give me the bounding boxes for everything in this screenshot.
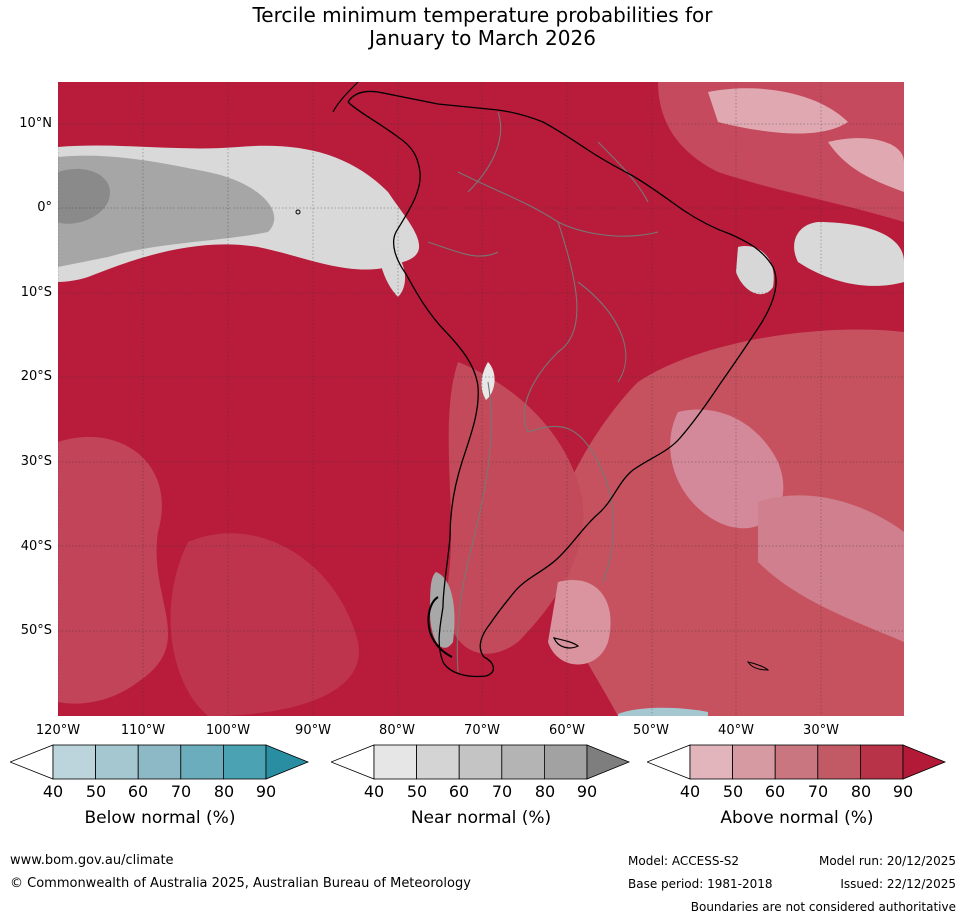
colorbar-tick: 60 bbox=[764, 782, 786, 801]
near-normal-80-region bbox=[58, 168, 110, 224]
colorbar-tick: 40 bbox=[363, 782, 385, 801]
colorbar-tick: 80 bbox=[213, 782, 235, 801]
colorbar-segment bbox=[774, 744, 819, 780]
near-normal-colorbar bbox=[331, 744, 631, 780]
colorbar-tick: 50 bbox=[722, 782, 744, 801]
lon-label: 110°W bbox=[120, 723, 166, 738]
above-normal-50-patch-1 bbox=[708, 88, 848, 134]
colorbar-segment bbox=[52, 744, 96, 780]
lon-label: 120°W bbox=[35, 723, 81, 738]
colorbar-segment bbox=[137, 744, 182, 780]
above-normal-60-patch-1 bbox=[670, 409, 784, 529]
south-america-coastline bbox=[347, 90, 777, 678]
galapagos-islands bbox=[295, 209, 301, 215]
copyright-text: © Commonwealth of Australia 2025, Austra… bbox=[10, 876, 471, 891]
lon-label: 30°W bbox=[803, 723, 839, 738]
south-georgia bbox=[746, 661, 770, 671]
colorbar-min-arrow bbox=[10, 744, 54, 780]
lon-label: 70°W bbox=[464, 723, 500, 738]
near-normal-brazil-coast bbox=[736, 246, 774, 295]
model-run-info: Model run: 20/12/2025 bbox=[818, 854, 956, 868]
below-normal-legend-title: Below normal (%) bbox=[84, 808, 236, 828]
chile-fjords bbox=[427, 596, 453, 658]
colorbar-segment bbox=[95, 744, 139, 780]
colorbar-tick: 80 bbox=[534, 782, 556, 801]
probability-map bbox=[58, 82, 904, 716]
lat-label: 10°S bbox=[20, 285, 52, 300]
lon-label: 60°W bbox=[549, 723, 585, 738]
above-normal-60-patch-3 bbox=[548, 580, 611, 665]
colorbar-segment bbox=[416, 744, 460, 780]
colorbar-tick: 60 bbox=[448, 782, 470, 801]
lat-label: 10°N bbox=[19, 116, 52, 131]
colorbar-segment bbox=[180, 744, 224, 780]
colorbar-segment bbox=[373, 744, 417, 780]
colorbar-segment bbox=[222, 744, 267, 780]
near-normal-legend-title: Near normal (%) bbox=[410, 808, 552, 828]
colorbar-tick: 60 bbox=[127, 782, 149, 801]
central-america-coast bbox=[332, 82, 359, 113]
lon-label: 100°W bbox=[205, 723, 251, 738]
lon-label: 80°W bbox=[379, 723, 415, 738]
colorbar-tick: 80 bbox=[850, 782, 872, 801]
colorbar-segment bbox=[501, 744, 545, 780]
falkland-islands bbox=[553, 637, 580, 649]
near-normal-70-region bbox=[58, 155, 275, 267]
above-normal-70-region-west bbox=[58, 436, 169, 704]
colorbar-tick: 50 bbox=[85, 782, 107, 801]
lat-label: 30°S bbox=[20, 454, 52, 469]
colorbar-segment bbox=[859, 744, 904, 780]
colorbar-max-arrow bbox=[586, 744, 631, 780]
colorbar-tick: 90 bbox=[255, 782, 277, 801]
above-normal-colorbar bbox=[647, 744, 947, 780]
website-link[interactable]: www.bom.gov.au/climate bbox=[10, 853, 174, 868]
colorbar-max-arrow bbox=[902, 744, 947, 780]
colorbar-tick: 90 bbox=[576, 782, 598, 801]
near-normal-atacama bbox=[481, 362, 495, 400]
issued-info: Issued: 22/12/2025 bbox=[840, 877, 956, 891]
colorbar-segment bbox=[543, 744, 588, 780]
above-normal-60-patch-2 bbox=[758, 495, 904, 642]
title-line-1: Tercile minimum temperature probabilitie… bbox=[252, 3, 713, 27]
colorbar-tick: 70 bbox=[170, 782, 192, 801]
colorbar-tick: 70 bbox=[491, 782, 513, 801]
above-normal-70-region-southwest bbox=[170, 533, 359, 716]
model-info: Model: ACCESS-S2 bbox=[628, 854, 740, 868]
colorbar-segment bbox=[732, 744, 776, 780]
colorbar-max-arrow bbox=[265, 744, 310, 780]
above-normal-legend-title: Above normal (%) bbox=[720, 808, 874, 828]
lat-label: 50°S bbox=[20, 623, 52, 638]
lat-label: 0° bbox=[37, 200, 52, 215]
colorbar-segment bbox=[458, 744, 503, 780]
title-line-2: January to March 2026 bbox=[369, 26, 596, 50]
colorbar-tick: 40 bbox=[679, 782, 701, 801]
colorbar-segment bbox=[817, 744, 861, 780]
colorbar-tick: 90 bbox=[892, 782, 914, 801]
colorbar-tick: 50 bbox=[406, 782, 428, 801]
colorbar-min-arrow bbox=[331, 744, 375, 780]
country-borders bbox=[427, 111, 659, 673]
lon-label: 40°W bbox=[718, 723, 754, 738]
lat-label: 40°S bbox=[20, 539, 52, 554]
below-normal-colorbar bbox=[10, 744, 310, 780]
colorbar-tick: 40 bbox=[42, 782, 64, 801]
above-normal-70-region-argentina bbox=[446, 362, 584, 654]
chart-title: Tercile minimum temperature probabilitie… bbox=[0, 4, 965, 50]
base-period-info: Base period: 1981-2018 bbox=[628, 877, 773, 891]
lon-label: 50°W bbox=[633, 723, 669, 738]
lon-label: 90°W bbox=[295, 723, 331, 738]
near-normal-peru-coast bbox=[378, 242, 406, 297]
above-normal-50-patch-2 bbox=[828, 138, 904, 192]
lat-label: 20°S bbox=[20, 369, 52, 384]
colorbar-segment bbox=[689, 744, 733, 780]
boundaries-disclaimer: Boundaries are not considered authoritat… bbox=[690, 900, 956, 914]
colorbar-tick: 70 bbox=[807, 782, 829, 801]
near-normal-patch-east-atlantic bbox=[794, 222, 904, 286]
colorbar-min-arrow bbox=[647, 744, 691, 780]
below-normal-patch-south bbox=[618, 707, 708, 716]
map-svg bbox=[58, 82, 904, 716]
